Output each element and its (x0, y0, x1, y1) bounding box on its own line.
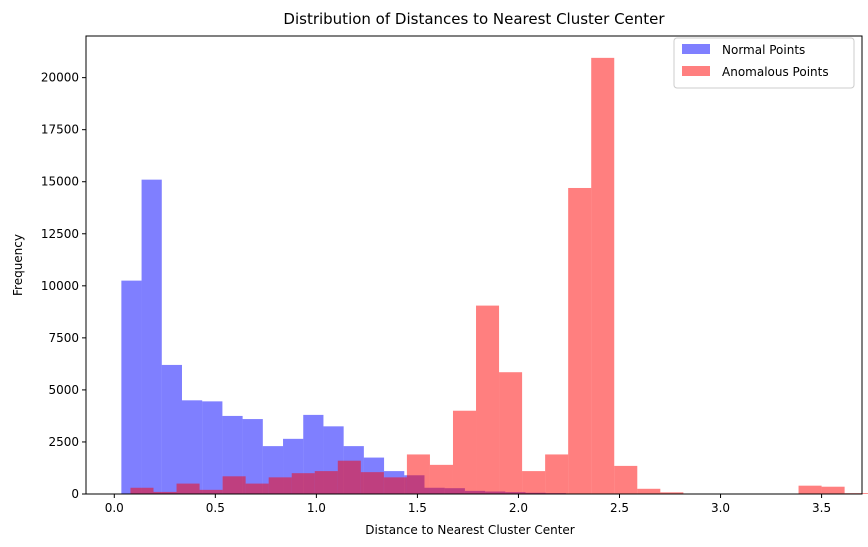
bar-anomalous-points (245, 483, 269, 494)
y-tick-label: 7500 (48, 331, 79, 345)
bars-layer (121, 57, 868, 495)
legend-label-normal-points: Normal Points (722, 43, 805, 57)
bar-anomalous-points (153, 491, 177, 494)
bar-anomalous-points (452, 410, 477, 494)
bar-anomalous-points (130, 487, 154, 494)
y-axis-ticks: 0 2500 5000 7500 10000 12500 15000 17500 20000 (41, 71, 86, 501)
y-tick-label: 2500 (48, 435, 79, 449)
x-tick-label: 1.0 (307, 501, 326, 515)
bar-anomalous-points (798, 485, 822, 494)
bar-anomalous-points (499, 372, 523, 494)
bar-normal-points (161, 364, 182, 494)
bar-anomalous-points (268, 477, 292, 494)
plot-area-frame (85, 35, 863, 495)
bar-normal-points (141, 179, 162, 495)
legend-frame (673, 37, 855, 89)
bar-normal-points (222, 415, 243, 494)
bar-normal-points (242, 419, 263, 494)
y-tick-label: 0 (71, 487, 79, 501)
x-tick-label: 2.0 (509, 501, 528, 515)
bar-anomalous-points (660, 492, 684, 494)
bar-anomalous-points (314, 471, 338, 494)
y-tick-label: 5000 (48, 383, 79, 397)
bar-anomalous-points (637, 488, 661, 494)
bar-normal-points (202, 401, 223, 494)
x-tick-label: 3.0 (711, 501, 730, 515)
y-tick-label: 17500 (41, 123, 79, 137)
bar-normal-points (121, 280, 142, 494)
bar-anomalous-points (337, 460, 361, 494)
x-tick-label: 1.5 (408, 501, 427, 515)
y-axis-label: Frequency (11, 234, 25, 296)
bar-anomalous-points (614, 465, 638, 494)
bar-anomalous-points (291, 473, 315, 494)
bar-anomalous-points (545, 454, 569, 494)
x-axis-ticks: 0.0 0.5 1.0 1.5 2.0 2.5 3.0 3.5 (105, 494, 831, 515)
bar-anomalous-points (522, 471, 546, 494)
bar-anomalous-points (821, 486, 845, 494)
bar-anomalous-points (176, 483, 200, 494)
bar-anomalous-points (383, 477, 407, 494)
bar-anomalous-points (222, 476, 246, 494)
y-tick-label: 20000 (41, 71, 79, 85)
legend-label-anomalous-points: Anomalous Points (722, 65, 829, 79)
bar-anomalous-points (429, 464, 453, 494)
x-tick-label: 3.5 (812, 501, 831, 515)
legend: Normal Points Anomalous Points (673, 37, 855, 89)
y-tick-label: 15000 (41, 175, 79, 189)
bar-normal-points (181, 400, 203, 494)
bar-anomalous-points (476, 305, 500, 494)
y-tick-label: 12500 (41, 227, 79, 241)
bar-anomalous-points (591, 57, 615, 494)
bar-anomalous-points (360, 472, 384, 494)
chart-title: Distribution of Distances to Nearest Clu… (283, 10, 665, 28)
x-tick-label: 0.5 (206, 501, 225, 515)
x-axis-label: Distance to Nearest Cluster Center (365, 523, 575, 537)
legend-swatch-anomalous-points (682, 66, 710, 76)
bar-anomalous-points (199, 489, 223, 494)
legend-swatch-normal-points (682, 44, 710, 54)
bar-anomalous-points (406, 454, 430, 494)
x-tick-label: 2.5 (610, 501, 629, 515)
x-tick-label: 0.0 (105, 501, 124, 515)
bar-anomalous-points (568, 187, 592, 495)
y-tick-label: 10000 (41, 279, 79, 293)
